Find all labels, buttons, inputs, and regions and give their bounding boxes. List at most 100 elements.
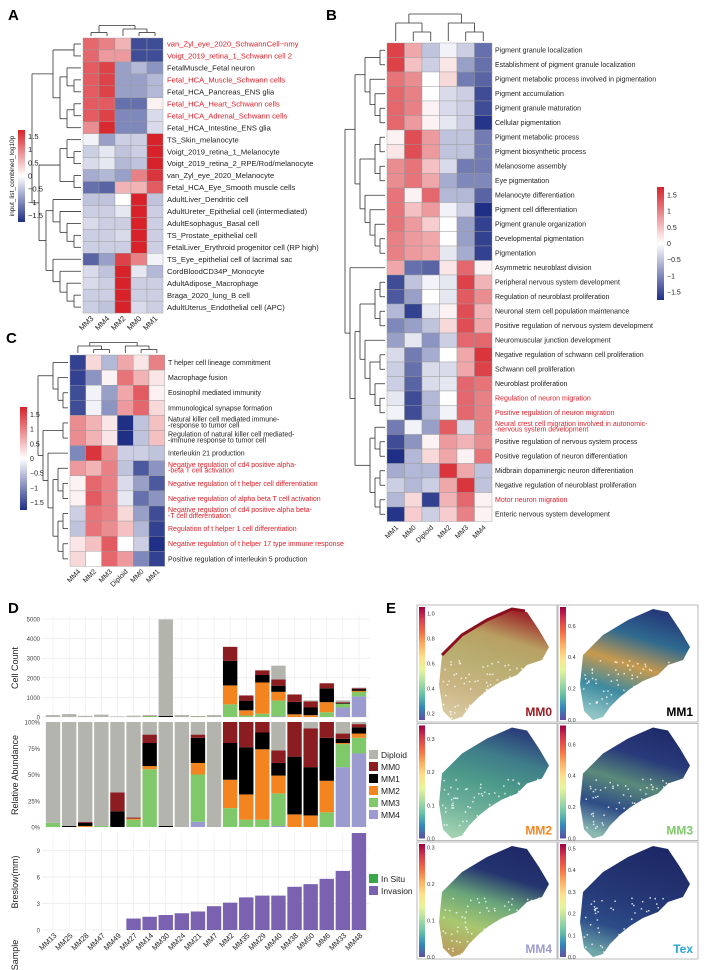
heatmap-cell [130, 265, 148, 278]
heatmap-cell [101, 369, 118, 386]
speckle [507, 901, 510, 903]
abundance-bar-mm1 [61, 825, 77, 827]
heatmap-cell [82, 109, 100, 122]
speckle [658, 705, 660, 707]
row-label: -nervous system development [495, 427, 588, 434]
speckle [585, 798, 587, 800]
speckle [476, 815, 479, 817]
cell-count-bar-mm1 [239, 700, 254, 711]
breslow-bar [271, 895, 286, 930]
row-label: Pigment cell differentiation [495, 207, 577, 214]
breslow-bar [351, 833, 367, 930]
speckle [616, 661, 618, 664]
heatmap-cell [474, 158, 493, 174]
heatmap-cell [474, 506, 493, 522]
speckle [477, 821, 480, 823]
speckle [618, 933, 620, 936]
speckle [633, 904, 635, 907]
speckle [605, 696, 608, 698]
row-label: Fetal_HCA_Heart_Schwann cells [167, 99, 280, 108]
speckle [466, 940, 469, 943]
speckle [482, 666, 484, 668]
speckle [477, 948, 479, 950]
legend-swatch [369, 762, 378, 771]
heatmap-cell [386, 86, 405, 102]
speckle [680, 783, 682, 785]
speckle [591, 669, 594, 671]
cell-count-bar-mm4 [335, 707, 351, 717]
heatmap-cell [98, 97, 116, 110]
map-title: MM2 [525, 824, 552, 838]
speckle [480, 783, 482, 786]
column-label: Diploid [110, 568, 130, 588]
heatmap-cell [85, 369, 102, 386]
speckle [651, 701, 653, 703]
heatmap-row: AdultEsophagus_Basal cell [82, 217, 259, 230]
heatmap-cell [404, 318, 423, 334]
speckle [494, 909, 496, 912]
speckle [665, 802, 667, 805]
speckle [628, 660, 631, 662]
map-title: MM1 [666, 705, 693, 719]
row-label: TS_Skin_melanocyte [167, 135, 239, 144]
heatmap-cell [421, 434, 440, 450]
speckle [522, 939, 525, 942]
heatmap-cell [82, 300, 100, 314]
heatmap-row: Establishment of pigment granule localiz… [386, 57, 636, 73]
speckle [644, 682, 646, 684]
speckle [612, 787, 614, 790]
heatmap-cell [82, 49, 100, 63]
colorbar-tick-label: −1 [28, 198, 37, 207]
speckle [505, 801, 507, 803]
row-label: Macrophage fusion [168, 375, 228, 382]
row-label: Pigment granule maturation [495, 106, 581, 113]
speckle [617, 716, 620, 719]
colorbar-tick-label: 0.0 [568, 837, 576, 843]
row-label: TS_Prostate_epithelial cell [167, 231, 257, 240]
row-label: Pigment granule organization [495, 222, 586, 229]
speckle [535, 791, 537, 794]
heatmap-cell [386, 260, 405, 276]
heatmap-cell [85, 415, 102, 431]
speckle [593, 906, 596, 908]
cell-count-bar-mm1 [222, 660, 238, 686]
abundance-bar-mm3 [239, 819, 254, 827]
heatmap-cell [132, 520, 150, 537]
speckle [487, 665, 489, 667]
colorbar-tick-label: 0.5 [568, 846, 576, 852]
panel-label-e: E [386, 600, 396, 617]
heatmap-row: Immunological synapse formation [69, 400, 272, 416]
column-label: MM0 [130, 568, 146, 584]
heatmap-cell [439, 419, 458, 435]
heatmap-row: Pigment granule maturation [386, 100, 581, 116]
heatmap-cell [404, 390, 423, 406]
speckle [584, 916, 587, 919]
speckle [650, 832, 653, 834]
heatmap-cell [132, 460, 150, 477]
heatmap-cell [456, 115, 475, 131]
speckle [475, 713, 478, 716]
colorbar-tick-label: 0.6 [568, 624, 576, 630]
legend-swatch [369, 798, 378, 807]
cell-count-bar-mm3 [335, 703, 351, 708]
speckle [621, 714, 623, 717]
speckle [646, 786, 648, 789]
speckle [662, 701, 664, 703]
speckle [612, 715, 615, 717]
speckle [634, 912, 636, 914]
speckle [465, 926, 467, 929]
speckle [662, 912, 664, 915]
speckle [443, 824, 446, 826]
speckle [454, 712, 456, 714]
heatmap-row: Negative regulation of cd4 positive alph… [69, 460, 297, 477]
heatmap-cell [114, 145, 132, 158]
heatmap-cell [474, 376, 493, 392]
heatmap-cell [132, 536, 150, 552]
heatmap-cell [439, 86, 458, 102]
row-label: Enteric nervous system development [495, 512, 610, 519]
speckle [493, 949, 495, 951]
speckle [450, 786, 452, 789]
heatmap-cell [69, 475, 87, 492]
speckle [631, 948, 633, 951]
speckle [509, 928, 512, 931]
